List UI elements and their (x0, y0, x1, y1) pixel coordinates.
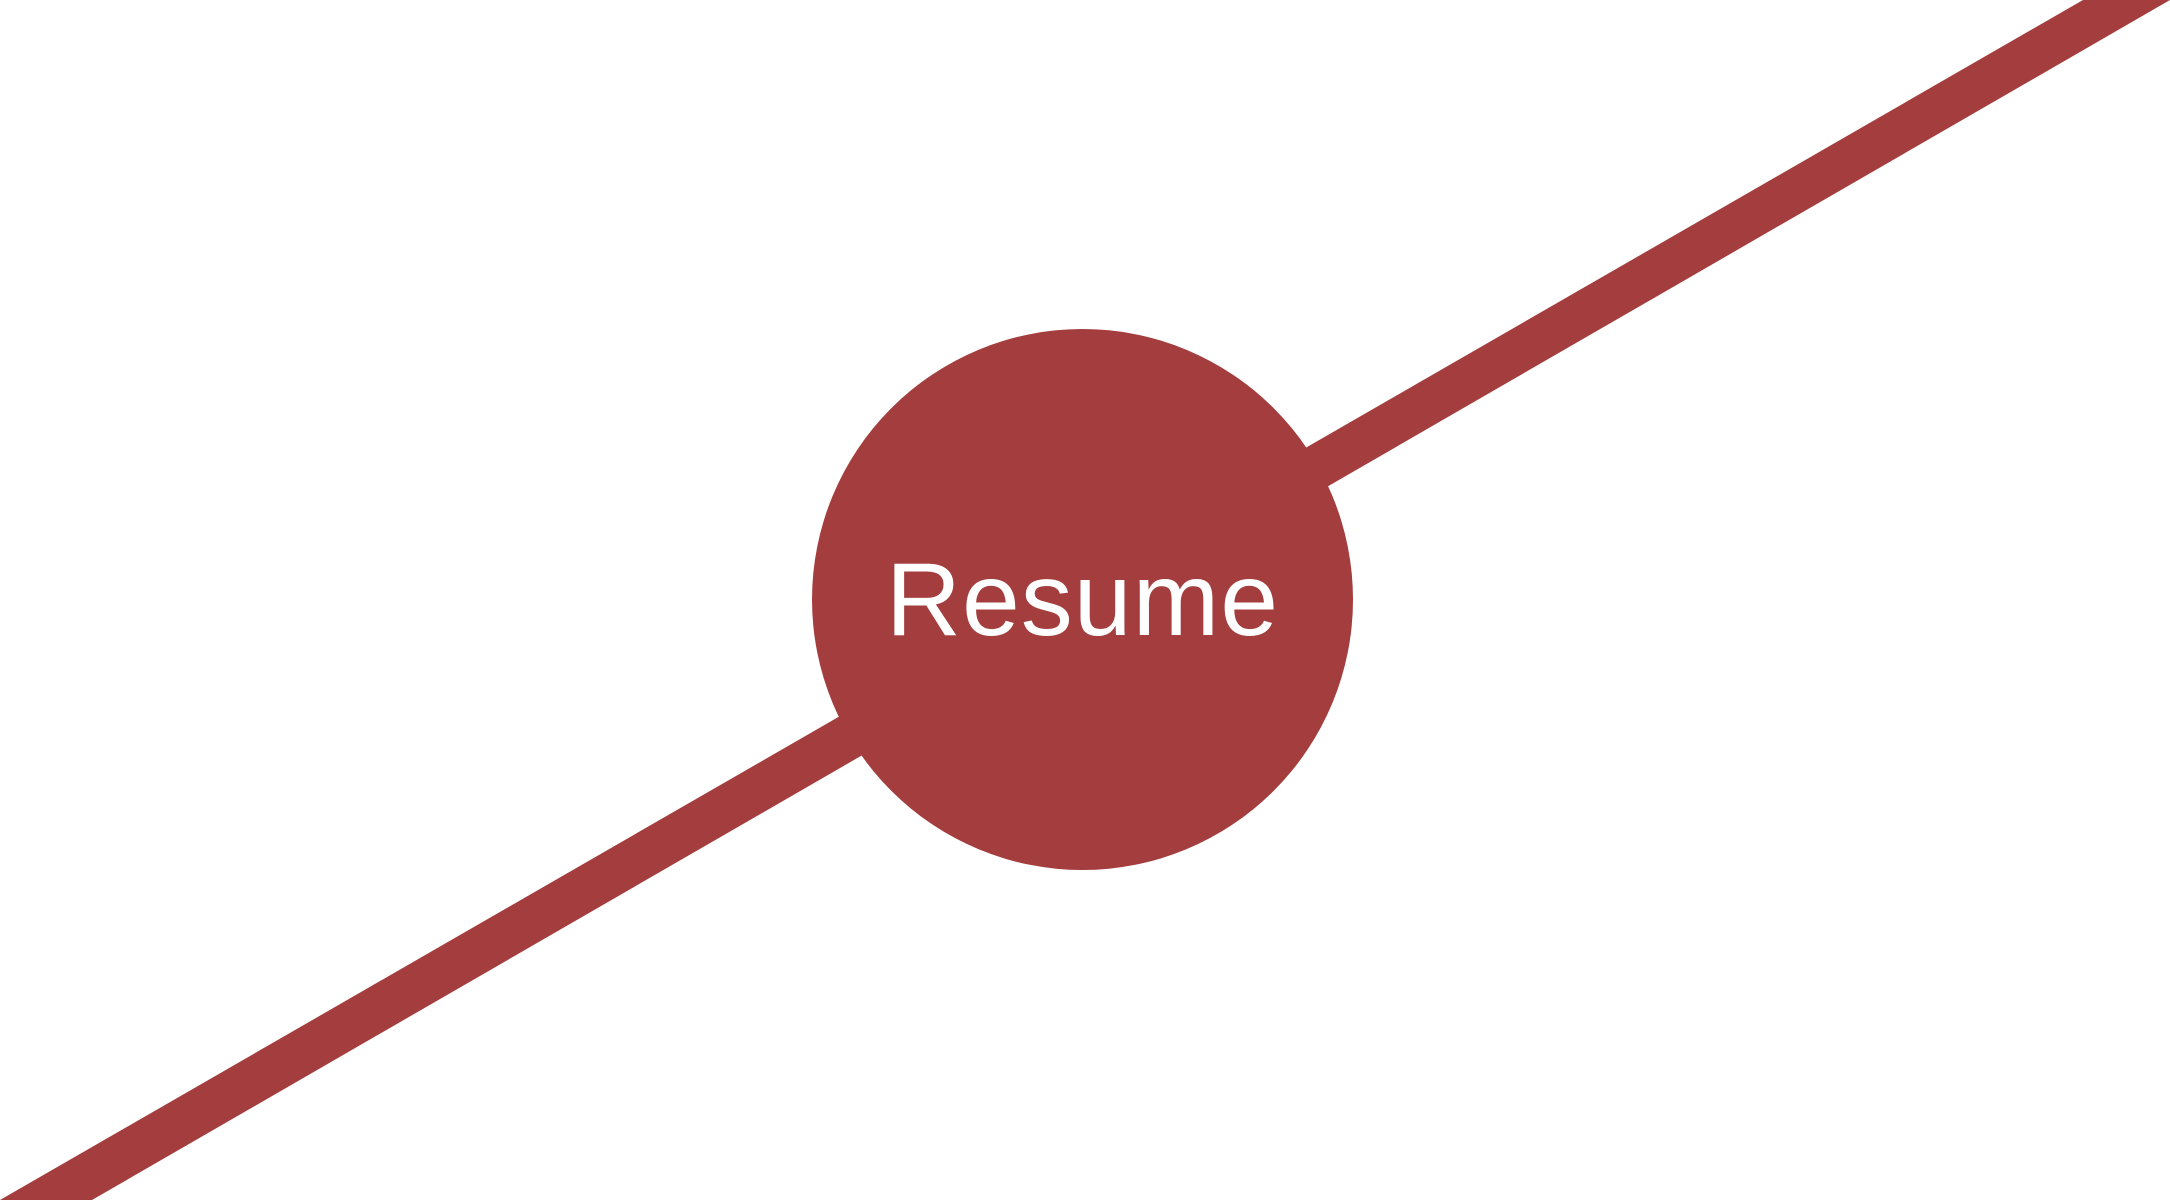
resume-button[interactable]: Resume (812, 329, 1353, 870)
resume-button-label: Resume (885, 541, 1280, 658)
